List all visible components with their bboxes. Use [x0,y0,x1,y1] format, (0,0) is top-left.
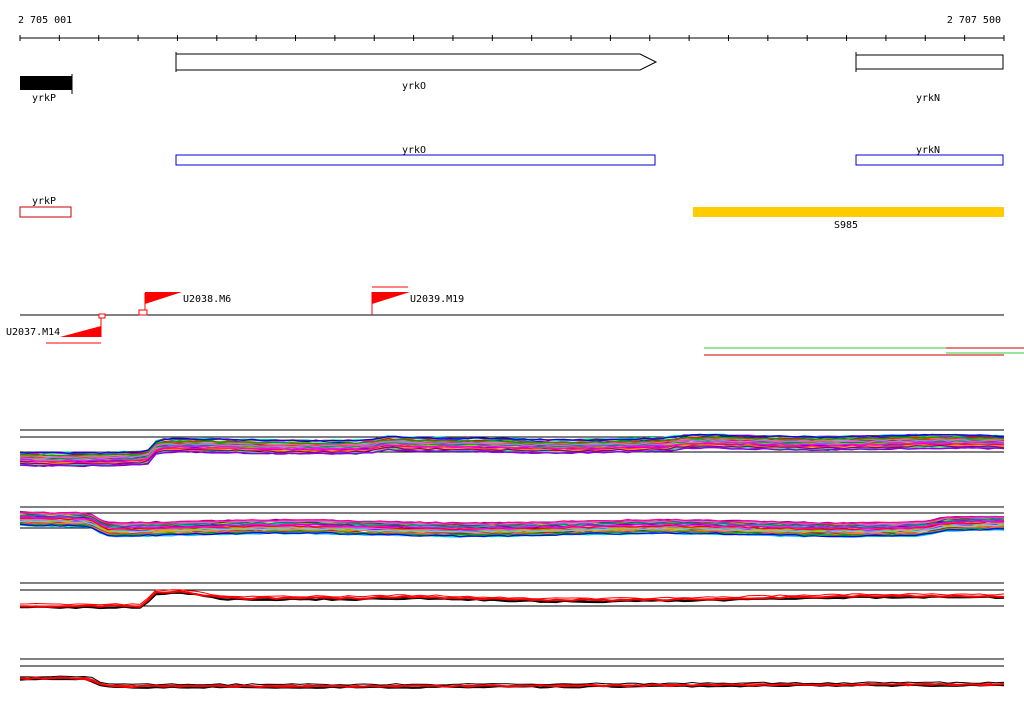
cds-yrkO-label: yrkO [402,145,426,156]
expression-line [19,591,1005,610]
expression-track-4 [19,658,1005,689]
marker-track: U2037.M14 U2038.M6 U2039.M19 [6,286,1004,344]
rna-track: yrkP S985 [19,196,1004,231]
marker-m14-tick [98,313,106,319]
expression-line [19,446,1005,467]
expression-track-3 [19,582,1005,610]
ruler-start-label: 2 705 001 [18,15,72,26]
rna-yrkP-label: yrkP [32,196,56,207]
expression-line [19,511,1005,526]
gene-yrkO-label: yrkO [402,81,426,92]
expression-line [19,589,1005,606]
expression-track-2 [19,506,1005,538]
marker-m19-label: U2039.M19 [410,294,464,305]
gene-track: yrkP yrkO yrkN [20,52,1004,104]
expression-line [19,514,1005,528]
marker-m14-flag[interactable] [60,326,101,337]
segment-S985-label: S985 [834,220,858,231]
expression-line [19,433,1005,455]
expression-line [19,441,1005,463]
marker-m6-flag[interactable] [145,292,182,304]
gene-yrkN[interactable] [855,54,1004,70]
marker-m6-label: U2038.M6 [183,294,231,305]
expression-line [19,523,1005,538]
expression-line [19,522,1005,537]
ruler-end-label: 2 707 500 [947,15,1001,26]
cds-yrkN[interactable] [855,154,1004,166]
coordinate-ruler: 2 705 001 2 707 500 [18,15,1005,41]
signal-lines [704,347,1024,356]
expression-line [19,433,1005,455]
expression-line [20,675,1005,686]
marker-m14-label: U2037.M14 [6,327,60,338]
rna-yrkP[interactable] [19,206,72,218]
ruler-ticks [19,35,1005,41]
cds-track: yrkO yrkN [175,145,1004,166]
expression-line [19,676,1005,689]
gene-yrkN-label: yrkN [916,93,940,104]
expression-line [19,515,1005,530]
marker-m19-flag[interactable] [372,292,410,304]
gene-yrkO[interactable] [175,53,658,71]
expression-line [19,444,1005,465]
gene-yrkP[interactable] [20,76,72,90]
expression-line [19,438,1005,460]
expression-line [19,511,1005,525]
cds-yrkN-label: yrkN [916,145,940,156]
expression-line [19,590,1005,608]
marker-m6-tick [138,309,148,316]
cds-yrkO[interactable] [175,154,656,166]
expression-line [19,520,1005,533]
expression-line [19,436,1005,457]
segment-S985[interactable] [693,207,1004,217]
expression-track-1 [19,429,1005,468]
gene-yrkP-label: yrkP [32,93,56,104]
